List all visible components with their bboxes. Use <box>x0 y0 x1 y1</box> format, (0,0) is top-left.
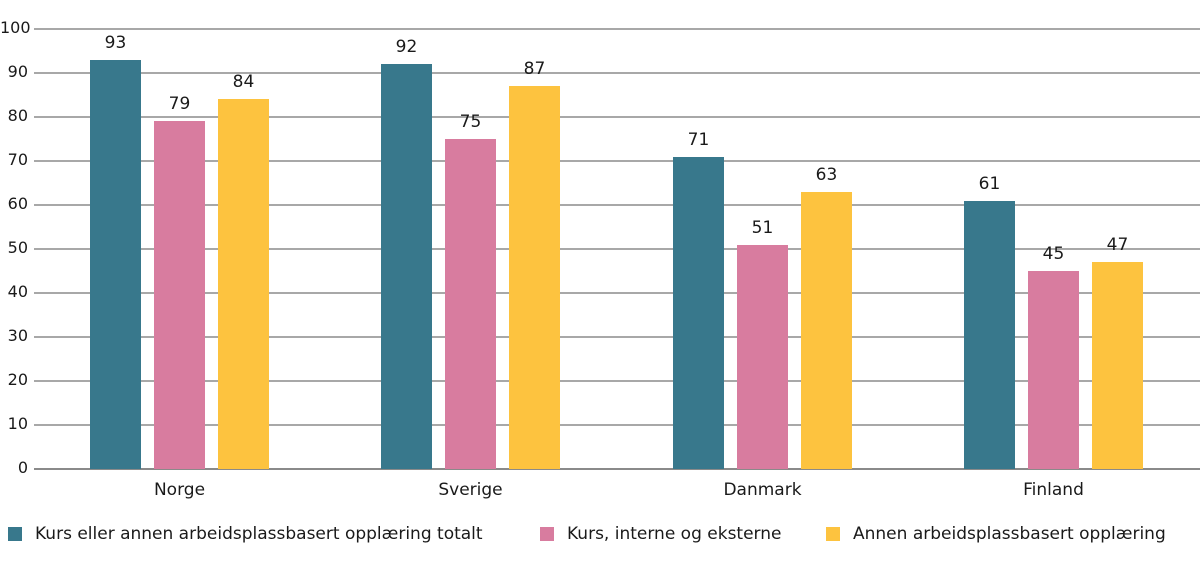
y-tick-label: 50 <box>7 238 28 257</box>
y-tick-label: 40 <box>7 282 28 301</box>
bar-value-label: 47 <box>1106 235 1129 256</box>
legend-label: Annen arbeidsplassbasert opplæring <box>853 524 1166 544</box>
bar-value-label: 92 <box>395 37 418 58</box>
gridline <box>34 204 1200 206</box>
gridline <box>34 72 1200 74</box>
bar-value-label: 71 <box>687 129 710 150</box>
bar-value-label: 63 <box>815 164 838 185</box>
bar-value-label: 87 <box>523 59 546 80</box>
y-tick-label: 70 <box>7 150 28 169</box>
bar <box>964 200 1015 469</box>
y-tick-label: 100 <box>0 18 31 37</box>
y-tick-label: 10 <box>7 414 28 433</box>
bar <box>673 156 724 469</box>
gridline <box>34 336 1200 338</box>
legend-label: Kurs, interne og eksterne <box>567 524 782 544</box>
y-tick-label: 20 <box>7 370 28 389</box>
gridline <box>34 292 1200 294</box>
gridline <box>34 424 1200 426</box>
legend-item: Kurs eller annen arbeidsplassbasert oppl… <box>8 524 483 544</box>
bar <box>154 121 205 469</box>
y-tick-label: 90 <box>7 62 28 81</box>
bar <box>218 99 269 469</box>
gridline <box>34 468 1200 470</box>
bar-value-label: 75 <box>459 112 482 132</box>
bar <box>737 244 788 469</box>
y-tick-label: 80 <box>7 106 28 125</box>
legend-item: Annen arbeidsplassbasert opplæring <box>826 524 1166 544</box>
bar-value-label: 51 <box>751 217 774 238</box>
gridline <box>34 248 1200 250</box>
bar <box>381 64 432 469</box>
bar-value-label: 61 <box>978 173 1001 194</box>
gridline <box>34 116 1200 118</box>
y-tick-label: 30 <box>7 326 28 345</box>
x-category-label: Norge <box>153 480 206 500</box>
x-category-label: Danmark <box>723 480 802 500</box>
legend-label: Kurs eller annen arbeidsplassbasert oppl… <box>35 524 483 544</box>
bar <box>1028 271 1079 469</box>
gridline <box>34 28 1200 30</box>
bar <box>445 139 496 469</box>
y-tick-label: 60 <box>7 194 28 213</box>
bar <box>90 59 141 469</box>
bar <box>1092 262 1143 469</box>
legend-swatch-icon <box>540 527 554 541</box>
bar-value-label: 84 <box>232 72 255 93</box>
legend: Kurs eller annen arbeidsplassbasert oppl… <box>0 524 1200 550</box>
gridline <box>34 380 1200 382</box>
bar-value-label: 93 <box>104 32 127 53</box>
gridline <box>34 160 1200 162</box>
bar-value-label: 79 <box>168 94 191 115</box>
legend-swatch-icon <box>826 527 840 541</box>
bar-value-label: 45 <box>1042 244 1065 264</box>
legend-swatch-icon <box>8 527 22 541</box>
x-category-label: Sverige <box>438 480 503 500</box>
bar <box>509 86 560 469</box>
legend-item: Kurs, interne og eksterne <box>540 524 781 544</box>
bar <box>801 191 852 469</box>
x-category-label: Finland <box>1023 480 1084 500</box>
y-tick-label: 0 <box>17 458 28 477</box>
